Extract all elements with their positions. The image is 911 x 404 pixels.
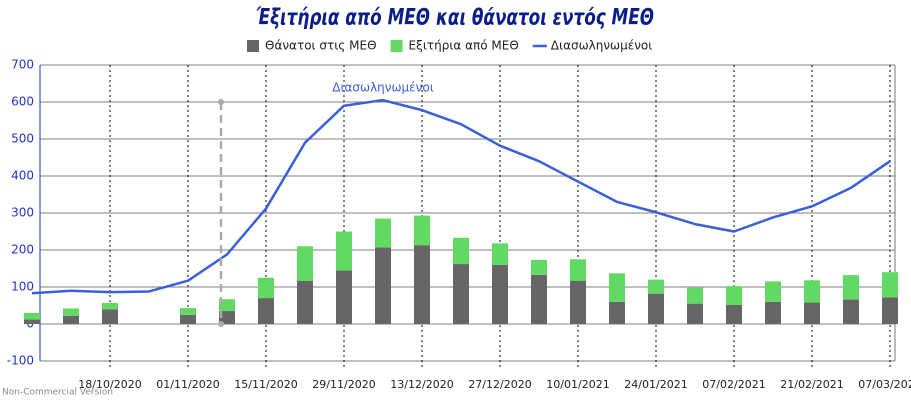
- bar: [648, 279, 664, 294]
- bar: [804, 302, 820, 324]
- x-tick-label: 10/01/2021: [546, 378, 609, 391]
- bar: [609, 301, 625, 324]
- bar: [180, 314, 196, 324]
- bar: [24, 312, 40, 320]
- footer: Non-Commercial Version: [2, 388, 113, 398]
- bar: [882, 272, 898, 298]
- bar: [414, 215, 430, 246]
- y-tick-label: -100: [7, 354, 34, 368]
- bar: [258, 277, 274, 299]
- y-tick-label: 700: [11, 58, 34, 72]
- bar: [609, 273, 625, 302]
- bar: [219, 311, 235, 324]
- legend-swatch: [247, 40, 259, 52]
- bar: [63, 308, 79, 316]
- y-tick-label: 600: [11, 95, 34, 109]
- y-tick-label: 300: [11, 206, 34, 220]
- bar: [843, 275, 859, 300]
- bar: [102, 302, 118, 310]
- line: [31, 98, 891, 295]
- bar: [531, 274, 547, 324]
- bar: [63, 315, 79, 324]
- bar: [726, 286, 742, 305]
- bar: [258, 298, 274, 324]
- bar: [648, 293, 664, 324]
- x-tick-label: 27/12/2020: [468, 378, 531, 391]
- legend-label: Θάνατοι στις ΜΕΘ: [265, 39, 377, 53]
- bar: [726, 304, 742, 324]
- x-tick-label: 29/11/2020: [312, 378, 375, 391]
- bar: [297, 280, 313, 324]
- bar: [765, 301, 781, 324]
- x-tick-label: 01/11/2020: [156, 378, 219, 391]
- chart-title: Έξιτήρια από ΜΕΘ και θάνατοι εντός ΜΕΘ: [256, 4, 654, 30]
- bar: [765, 281, 781, 302]
- x-tick-label: 07/03/2021: [858, 378, 911, 391]
- bar: [882, 297, 898, 324]
- bar: [375, 218, 391, 248]
- y-tick-label: 200: [11, 243, 34, 257]
- bar: [297, 246, 313, 281]
- x-tick-label: 13/12/2020: [390, 378, 453, 391]
- bar: [453, 237, 469, 265]
- bar: [570, 259, 586, 281]
- bar: [687, 303, 703, 324]
- legend-swatch: [390, 40, 403, 52]
- bar: [492, 243, 508, 265]
- legend-label: Διασωληνωμένοι: [551, 39, 653, 53]
- y-tick-label: 100: [11, 280, 34, 294]
- bar: [24, 319, 40, 324]
- bar: [687, 287, 703, 304]
- bar: [336, 231, 352, 271]
- y-tick-label: 500: [11, 132, 34, 146]
- x-tick-label: 15/11/2020: [234, 378, 297, 391]
- bar: [336, 270, 352, 324]
- bar: [375, 247, 391, 324]
- bar: [804, 280, 820, 303]
- bar: [453, 264, 469, 324]
- x-tick-label: 07/02/2021: [702, 378, 765, 391]
- bar: [180, 308, 196, 315]
- bar: [219, 299, 235, 312]
- bar: [414, 245, 430, 324]
- annotation: Διασωληνωμένοι: [332, 81, 434, 95]
- annotation-dot: [218, 321, 224, 327]
- y-tick-label: 400: [11, 169, 34, 183]
- bar: [531, 259, 547, 275]
- annotation-dot: [218, 99, 224, 105]
- bar: [843, 299, 859, 324]
- bar: [102, 309, 118, 324]
- x-tick-label: 24/01/2021: [624, 378, 687, 391]
- legend-label: Εξιτήρια από ΜΕΘ: [409, 39, 519, 53]
- bar: [492, 264, 508, 324]
- x-tick-label: 18/10/2020: [78, 378, 141, 391]
- bar: [570, 280, 586, 324]
- x-tick-label: 21/02/2021: [780, 378, 843, 391]
- plot: -100010020030040050060070018/10/202001/1…: [7, 39, 911, 392]
